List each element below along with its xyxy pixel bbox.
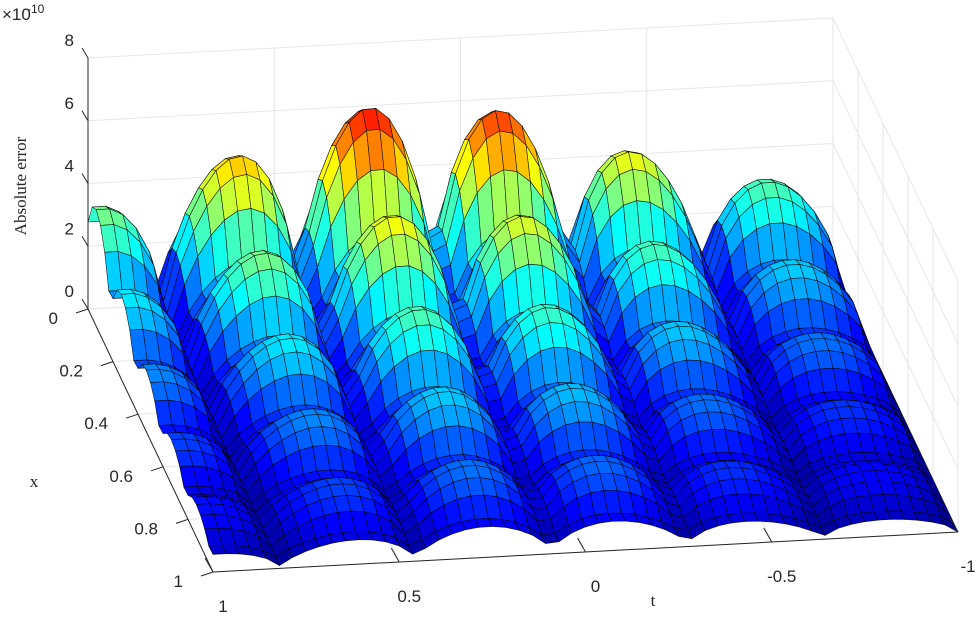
t-tick-mark <box>577 537 586 553</box>
error-surface <box>87 107 959 567</box>
t-tick-mark <box>204 557 214 573</box>
x-axis-label: t <box>651 591 656 610</box>
x-tick-label: 0.4 <box>84 414 108 433</box>
t-tick-label: 0.5 <box>397 587 421 606</box>
t-tick-label: 1 <box>218 597 227 616</box>
tick-labels: 0 2 4 6 8 0 0.2 0.4 0.6 0.8 1 1 0.5 0 -0.5 -1 <box>49 31 976 616</box>
z-tick-mark <box>81 235 89 247</box>
z-exponent-power: -10 <box>27 2 45 16</box>
z-axis-label: Absolute error <box>11 136 30 235</box>
z-tick-mark <box>81 173 89 184</box>
x-tick-mark <box>150 466 164 472</box>
z-tick-mark <box>81 298 89 310</box>
x-tick-label: 0.8 <box>134 519 158 538</box>
t-tick-mark <box>390 547 400 563</box>
z-tick-label: 6 <box>65 94 74 113</box>
x-tick-mark <box>75 308 89 314</box>
t-tick-label: -1 <box>960 557 975 576</box>
x-tick-label: 0 <box>49 309 58 328</box>
z-tick-label: 8 <box>65 31 74 50</box>
x-axis-line <box>87 308 214 573</box>
t-tick-mark <box>949 517 959 533</box>
x-tick-mark <box>175 518 189 524</box>
z-tick-mark <box>81 110 89 122</box>
x-tick-label: 0.2 <box>59 362 83 381</box>
x-tick-label: 0.6 <box>109 467 133 486</box>
z-tick-mark <box>81 47 89 59</box>
y-axis-label: x <box>30 472 39 491</box>
z-exponent-base: ×10 <box>2 5 31 24</box>
z-tick-label: 2 <box>65 219 74 238</box>
x-tick-mark <box>200 571 214 577</box>
z-tick-label: 4 <box>65 157 74 176</box>
t-tick-label: 0 <box>591 577 600 596</box>
x-tick-mark <box>100 361 114 367</box>
x-tick-mark <box>125 413 139 419</box>
x-tick-label: 1 <box>174 572 183 591</box>
t-tick-mark <box>763 527 773 543</box>
z-tick-label: 0 <box>65 282 74 301</box>
t-tick-label: -0.5 <box>767 567 796 586</box>
